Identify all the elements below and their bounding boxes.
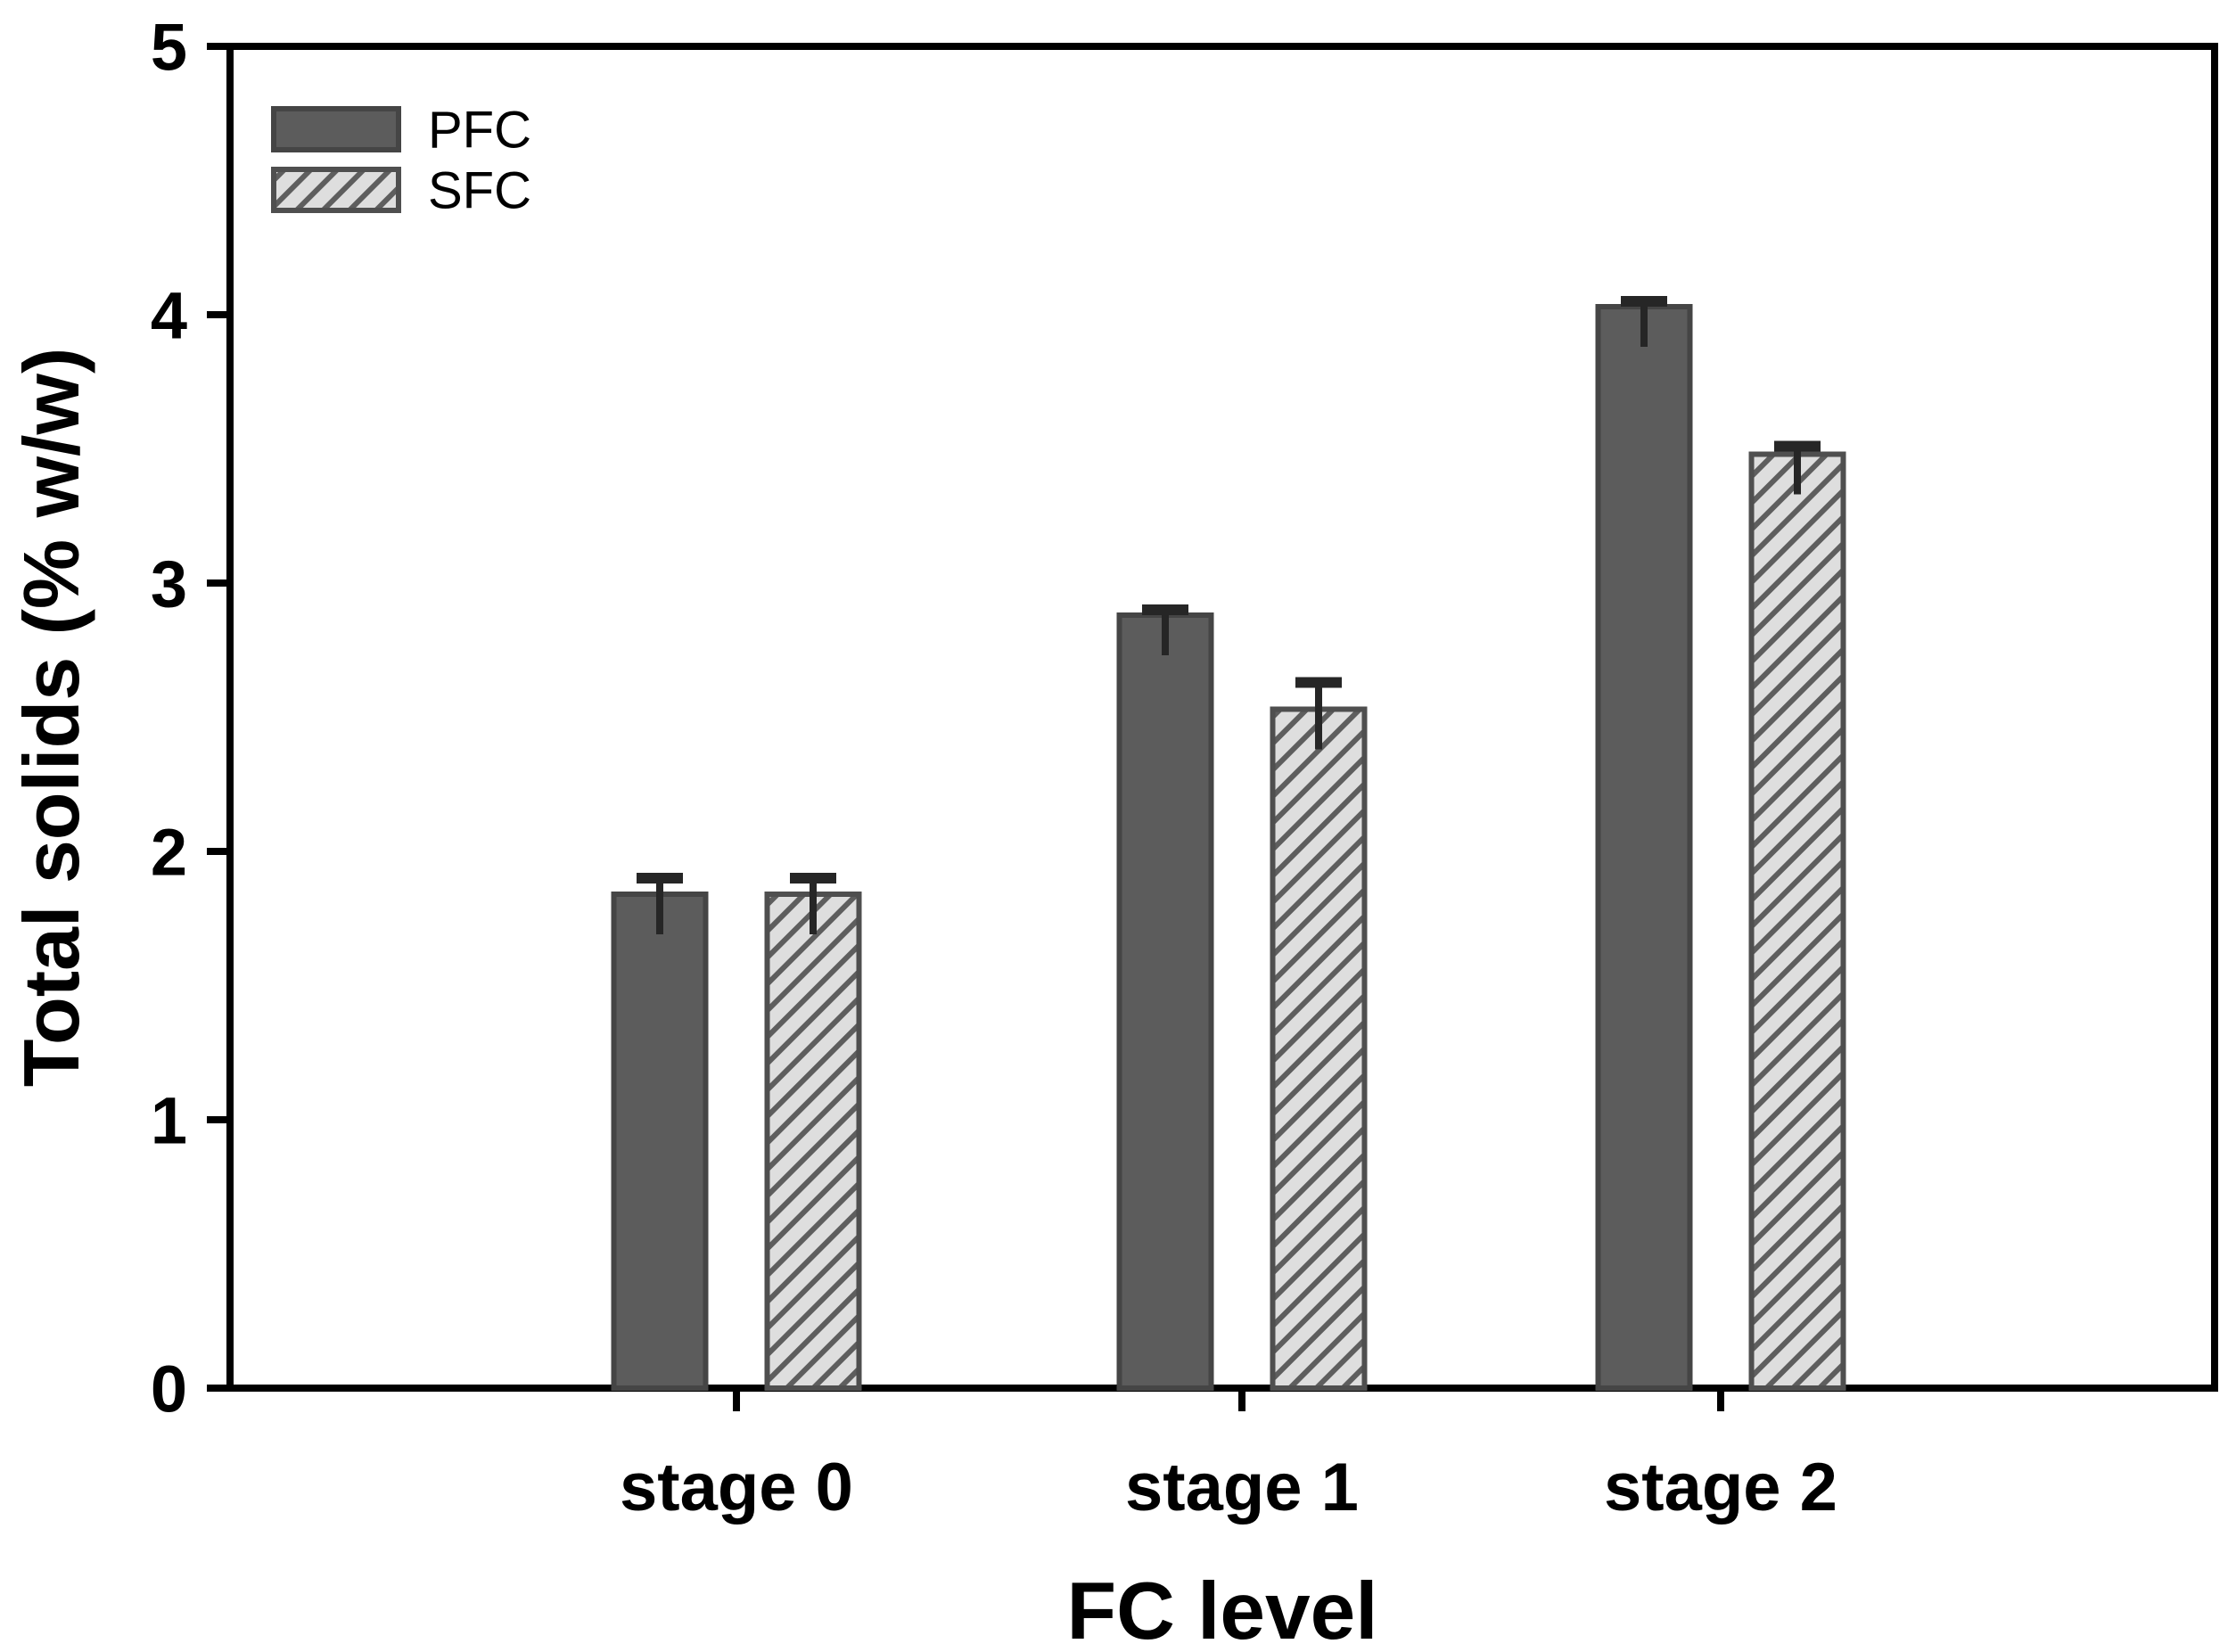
bar-sfc-stage-1 [1270, 706, 1368, 1391]
bar-sfc-stage-0 [764, 892, 862, 1391]
bar-pfc-stage-2 [1595, 303, 1693, 1392]
y-tick-label-4: 4 [151, 278, 187, 352]
legend-label-sfc: SFC [428, 161, 531, 219]
legend-swatch-sfc [271, 167, 401, 213]
y-axis-title: Total solids (% w/w) [7, 348, 95, 1088]
y-tick-label-1: 1 [151, 1083, 187, 1157]
x-tick-label-stage-0: stage 0 [620, 1450, 853, 1525]
y-tick-label-0: 0 [151, 1352, 187, 1426]
x-axis-title: FC level [1067, 1566, 1378, 1652]
y-tick-label-3: 3 [151, 547, 187, 621]
plot-border [226, 43, 2218, 1392]
bar-pfc-stage-1 [1116, 612, 1214, 1391]
x-tick-label-stage-2: stage 2 [1604, 1450, 1837, 1525]
bar-pfc-stage-0 [611, 892, 709, 1391]
y-tick-label-2: 2 [151, 815, 187, 889]
y-tick-label-5: 5 [151, 10, 187, 84]
x-tick-label-stage-1: stage 1 [1125, 1450, 1359, 1525]
legend-label-pfc: PFC [428, 101, 531, 159]
legend-swatch-pfc [271, 106, 401, 152]
bar-sfc-stage-2 [1748, 451, 1846, 1391]
